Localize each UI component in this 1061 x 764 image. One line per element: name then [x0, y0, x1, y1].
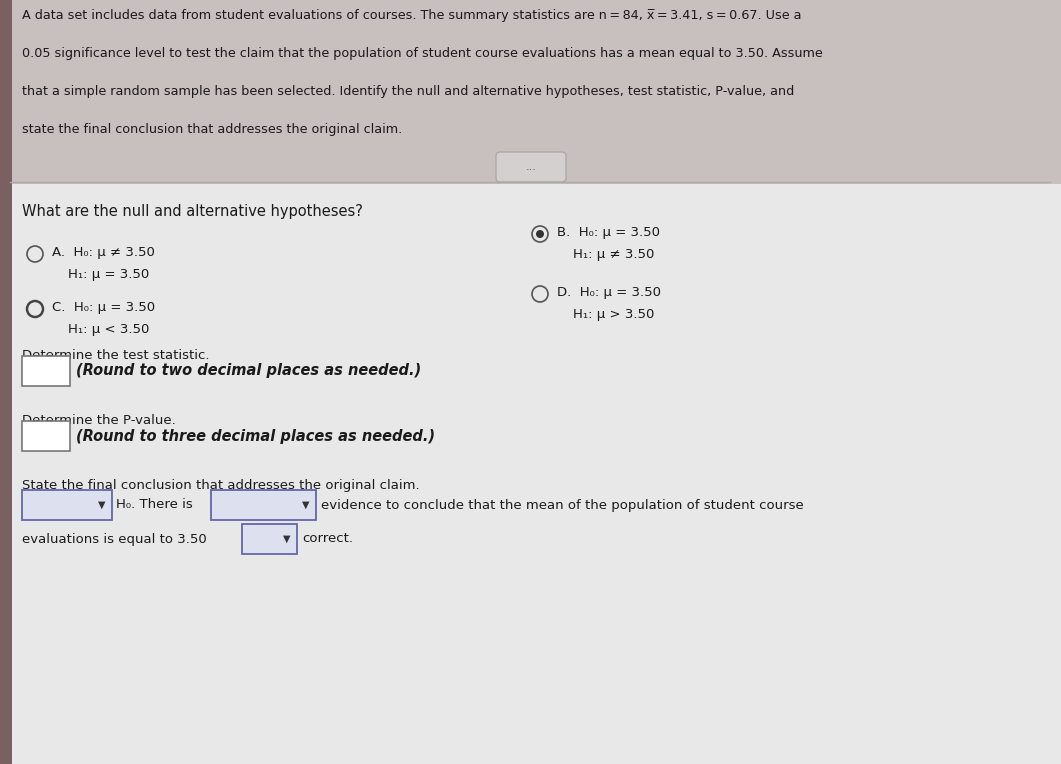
FancyBboxPatch shape	[0, 0, 12, 764]
Text: 0.05 significance level to test the claim that the population of student course : 0.05 significance level to test the clai…	[22, 47, 822, 60]
Text: evidence to conclude that the mean of the population of student course: evidence to conclude that the mean of th…	[321, 498, 804, 512]
Text: H₁: μ ≠ 3.50: H₁: μ ≠ 3.50	[573, 248, 655, 261]
FancyBboxPatch shape	[22, 421, 70, 451]
Text: H₀. There is: H₀. There is	[116, 498, 193, 512]
Text: (Round to two decimal places as needed.): (Round to two decimal places as needed.)	[76, 364, 421, 378]
Text: H₁: μ > 3.50: H₁: μ > 3.50	[573, 308, 655, 321]
FancyBboxPatch shape	[211, 490, 316, 520]
Text: (Round to three decimal places as needed.): (Round to three decimal places as needed…	[76, 429, 435, 443]
Circle shape	[536, 230, 544, 238]
Text: ▼: ▼	[99, 500, 106, 510]
Text: C.  H₀: μ = 3.50: C. H₀: μ = 3.50	[52, 301, 155, 314]
Text: H₁: μ = 3.50: H₁: μ = 3.50	[68, 268, 150, 281]
Text: B.  H₀: μ = 3.50: B. H₀: μ = 3.50	[557, 226, 660, 239]
Text: Determine the P-value.: Determine the P-value.	[22, 414, 176, 427]
Text: state the final conclusion that addresses the original claim.: state the final conclusion that addresse…	[22, 123, 402, 136]
Text: A.  H₀: μ ≠ 3.50: A. H₀: μ ≠ 3.50	[52, 246, 155, 259]
Text: that a simple random sample has been selected. Identify the null and alternative: that a simple random sample has been sel…	[22, 85, 795, 98]
Text: correct.: correct.	[302, 533, 353, 545]
FancyBboxPatch shape	[242, 524, 297, 554]
FancyBboxPatch shape	[22, 490, 112, 520]
Text: ▼: ▼	[283, 534, 291, 544]
Text: Determine the test statistic.: Determine the test statistic.	[22, 349, 209, 362]
Text: D.  H₀: μ = 3.50: D. H₀: μ = 3.50	[557, 286, 661, 299]
Text: A data set includes data from student evaluations of courses. The summary statis: A data set includes data from student ev…	[22, 9, 801, 22]
Text: H₁: μ < 3.50: H₁: μ < 3.50	[68, 323, 150, 336]
Text: What are the null and alternative hypotheses?: What are the null and alternative hypoth…	[22, 204, 363, 219]
Text: evaluations is equal to 3.50: evaluations is equal to 3.50	[22, 533, 207, 545]
FancyBboxPatch shape	[0, 0, 1061, 184]
Text: ...: ...	[525, 162, 537, 172]
FancyBboxPatch shape	[495, 152, 566, 182]
Text: State the final conclusion that addresses the original claim.: State the final conclusion that addresse…	[22, 479, 419, 492]
FancyBboxPatch shape	[22, 356, 70, 386]
Text: ▼: ▼	[302, 500, 310, 510]
